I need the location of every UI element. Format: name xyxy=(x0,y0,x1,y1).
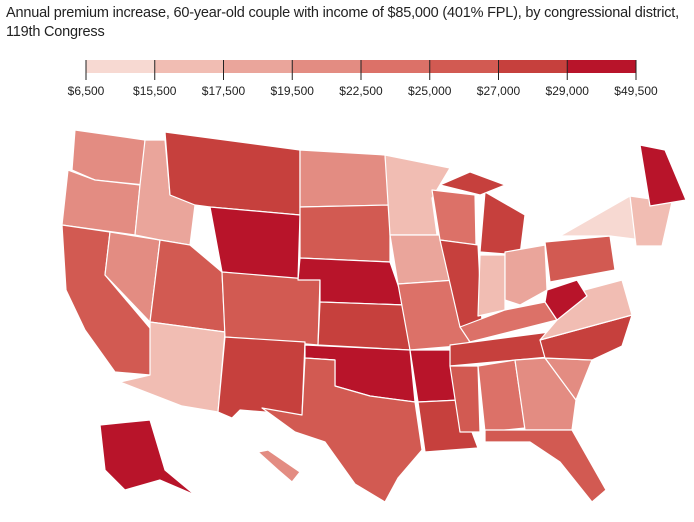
region-ga xyxy=(514,357,577,431)
legend-label: $19,500 xyxy=(271,84,315,98)
region-tx xyxy=(261,357,423,503)
region-miu xyxy=(439,171,506,196)
region-nd xyxy=(299,149,391,208)
legend-label: $15,500 xyxy=(133,84,177,98)
legend-label: $29,000 xyxy=(546,84,590,98)
region-nm xyxy=(217,336,306,419)
legend-label: $22,500 xyxy=(339,84,383,98)
legend-label: $25,000 xyxy=(408,84,452,98)
region-ks xyxy=(317,301,411,351)
region-me xyxy=(639,144,687,207)
region-ms xyxy=(449,365,481,433)
legend-swatch xyxy=(292,60,361,73)
region-in xyxy=(477,254,506,317)
region-ny xyxy=(559,195,643,241)
region-pa xyxy=(544,235,616,283)
region-oh xyxy=(504,244,548,306)
legend-swatch xyxy=(498,60,568,73)
region-wy xyxy=(209,206,301,281)
region-sd xyxy=(299,204,391,263)
region-hi xyxy=(257,449,301,483)
legend-swatch xyxy=(361,60,430,73)
region-wv xyxy=(544,279,588,321)
legend-label: $6,500 xyxy=(68,84,105,98)
region-mi xyxy=(479,191,526,256)
legend-swatch xyxy=(86,60,155,73)
legend-swatch xyxy=(223,60,293,73)
legend-swatch xyxy=(154,60,224,73)
legend: $6,500 $15,500 $17,500 $19,500 $22,500 $25,00… xyxy=(68,60,658,98)
legend-label: $17,500 xyxy=(202,84,246,98)
region-ut xyxy=(149,239,226,333)
region-ak xyxy=(99,419,196,496)
region-fl xyxy=(484,429,607,503)
legend-label: $49,500 xyxy=(614,84,658,98)
region-co xyxy=(221,271,321,346)
legend-swatch xyxy=(429,60,499,73)
legend-label: $27,000 xyxy=(477,84,521,98)
legend-swatch xyxy=(567,60,636,73)
region-mn xyxy=(384,154,451,236)
map-title: Annual premium increase, 60-year-old cou… xyxy=(6,5,679,40)
